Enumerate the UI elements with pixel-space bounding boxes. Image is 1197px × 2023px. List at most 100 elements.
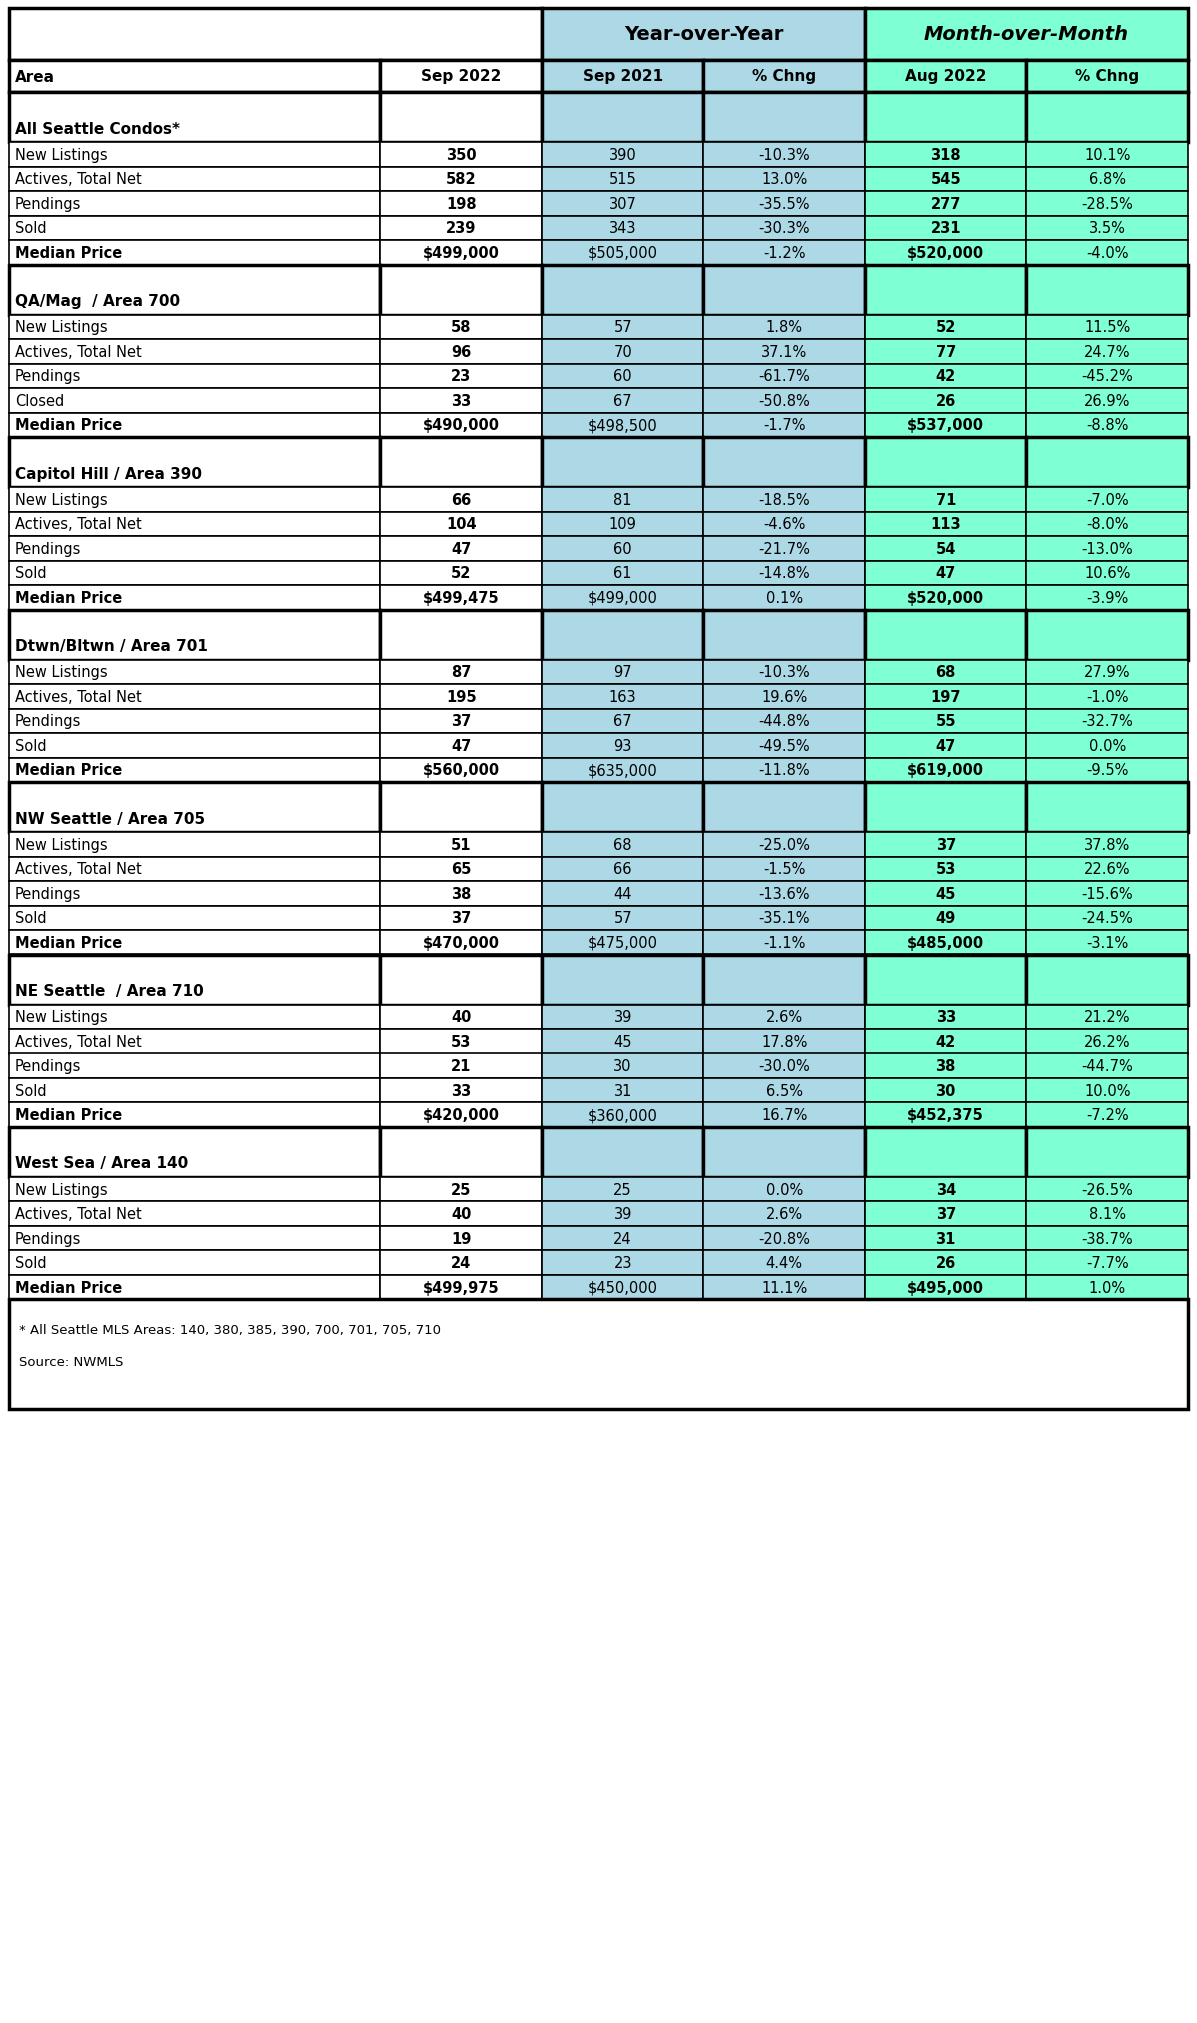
Bar xyxy=(542,241,704,265)
Bar xyxy=(704,1202,865,1226)
Bar xyxy=(542,858,704,882)
Text: $450,000: $450,000 xyxy=(588,1281,657,1295)
Bar xyxy=(381,168,542,192)
Bar xyxy=(10,265,381,316)
Bar xyxy=(865,388,1027,413)
Bar xyxy=(10,611,381,659)
Bar xyxy=(865,265,1027,316)
Bar xyxy=(381,1274,542,1301)
Text: -13.0%: -13.0% xyxy=(1081,542,1134,556)
Bar xyxy=(381,265,542,316)
Text: Aug 2022: Aug 2022 xyxy=(905,69,986,85)
Text: 31: 31 xyxy=(936,1232,956,1246)
Text: -49.5%: -49.5% xyxy=(759,738,810,753)
Bar xyxy=(1027,437,1187,488)
Text: $499,000: $499,000 xyxy=(588,591,657,605)
Bar xyxy=(704,536,865,560)
Text: 21.2%: 21.2% xyxy=(1084,1009,1130,1026)
Bar xyxy=(1027,1250,1187,1274)
Bar xyxy=(704,413,865,437)
Text: -21.7%: -21.7% xyxy=(758,542,810,556)
Bar xyxy=(381,340,542,364)
Text: 0.0%: 0.0% xyxy=(1088,738,1126,753)
Bar xyxy=(865,759,1027,783)
Text: 25: 25 xyxy=(613,1181,632,1198)
Text: Actives, Total Net: Actives, Total Net xyxy=(16,862,141,876)
Bar xyxy=(704,759,865,783)
Bar xyxy=(865,1127,1027,1177)
Text: West Sea / Area 140: West Sea / Area 140 xyxy=(16,1155,188,1171)
Bar xyxy=(865,512,1027,536)
Bar xyxy=(704,1030,865,1054)
Bar xyxy=(1027,265,1187,316)
Text: -44.7%: -44.7% xyxy=(1081,1058,1134,1074)
Text: 24: 24 xyxy=(613,1232,632,1246)
Bar xyxy=(381,783,542,833)
Bar xyxy=(542,611,704,659)
Text: Actives, Total Net: Actives, Total Net xyxy=(16,1206,141,1222)
Text: -24.5%: -24.5% xyxy=(1081,910,1134,927)
Text: 60: 60 xyxy=(613,542,632,556)
Bar xyxy=(1027,241,1187,265)
Bar xyxy=(1027,659,1187,684)
Bar xyxy=(1027,340,1187,364)
Text: 25: 25 xyxy=(451,1181,472,1198)
Text: 17.8%: 17.8% xyxy=(761,1034,808,1050)
Bar xyxy=(381,316,542,340)
Bar xyxy=(704,684,865,710)
Bar xyxy=(381,955,542,1005)
Bar xyxy=(1027,216,1187,241)
Text: 47: 47 xyxy=(451,542,472,556)
Text: -9.5%: -9.5% xyxy=(1086,763,1129,779)
Text: $470,000: $470,000 xyxy=(423,935,499,951)
Text: $490,000: $490,000 xyxy=(423,419,499,433)
Bar xyxy=(542,1202,704,1226)
Text: 24.7%: 24.7% xyxy=(1084,344,1130,360)
Text: -3.9%: -3.9% xyxy=(1086,591,1129,605)
Bar xyxy=(1027,512,1187,536)
Text: 70: 70 xyxy=(613,344,632,360)
Bar xyxy=(865,8,1187,61)
Bar xyxy=(1027,955,1187,1005)
Bar xyxy=(381,216,542,241)
Text: 60: 60 xyxy=(613,368,632,384)
Text: 61: 61 xyxy=(613,566,632,581)
Bar xyxy=(1027,364,1187,388)
Bar xyxy=(1027,734,1187,759)
Bar xyxy=(1027,1127,1187,1177)
Bar xyxy=(865,587,1027,611)
Text: 52: 52 xyxy=(936,320,956,336)
Bar xyxy=(10,783,381,833)
Text: % Chng: % Chng xyxy=(752,69,816,85)
Text: 38: 38 xyxy=(936,1058,956,1074)
Bar xyxy=(704,1127,865,1177)
Bar xyxy=(1027,611,1187,659)
Bar xyxy=(542,265,704,316)
Bar xyxy=(1027,1005,1187,1030)
Text: -20.8%: -20.8% xyxy=(758,1232,810,1246)
Text: Pendings: Pendings xyxy=(16,1232,81,1246)
Text: -7.0%: -7.0% xyxy=(1086,492,1129,508)
Text: $520,000: $520,000 xyxy=(907,591,984,605)
Text: 3.5%: 3.5% xyxy=(1089,221,1125,237)
Text: $420,000: $420,000 xyxy=(423,1109,499,1123)
Text: 42: 42 xyxy=(936,1034,956,1050)
Bar xyxy=(865,931,1027,955)
Bar xyxy=(542,659,704,684)
Bar xyxy=(381,611,542,659)
Bar xyxy=(542,61,704,93)
Bar xyxy=(704,364,865,388)
Bar xyxy=(10,216,381,241)
Bar xyxy=(704,882,865,906)
Bar xyxy=(542,560,704,587)
Text: 1.0%: 1.0% xyxy=(1089,1281,1126,1295)
Bar xyxy=(865,168,1027,192)
Bar xyxy=(865,906,1027,931)
Text: 37: 37 xyxy=(451,910,472,927)
Bar xyxy=(542,1274,704,1301)
Bar xyxy=(381,1078,542,1103)
Text: Median Price: Median Price xyxy=(16,591,122,605)
Bar xyxy=(704,437,865,488)
Bar xyxy=(1027,1054,1187,1078)
Bar xyxy=(1027,488,1187,512)
